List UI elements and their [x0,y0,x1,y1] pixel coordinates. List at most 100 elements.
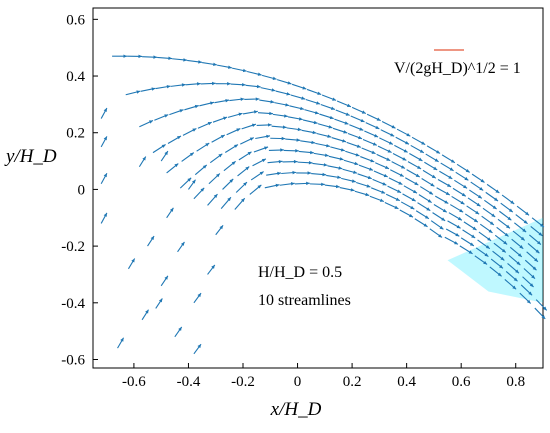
velocity-arrowhead [120,337,124,342]
x-tick-label: 0.8 [506,374,525,390]
velocity-arrowhead [270,100,275,104]
velocity-arrowhead [469,242,474,246]
velocity-arrowhead [183,58,188,62]
velocity-arrowhead [442,208,447,213]
velocity-arrowhead [529,283,534,287]
velocity-arrowhead [413,189,418,194]
velocity-arrowhead [327,134,332,138]
velocity-arrowhead [472,226,477,231]
velocity-arrowhead [292,170,297,175]
velocity-arrowhead [429,191,434,195]
velocity-arrowhead [406,132,411,137]
y-tick-label: 0.2 [66,126,85,142]
velocity-arrowhead [398,181,403,185]
velocity-arrowhead [164,275,168,280]
velocity-arrowhead [290,182,295,186]
velocity-arrowhead [267,123,272,127]
velocity-arrowhead [427,199,432,203]
velocity-arrowhead [504,232,509,237]
velocity-arrowhead [444,200,449,204]
velocity-arrowhead [510,200,515,204]
velocity-arrowhead [501,248,506,253]
velocity-arrowhead [324,153,329,157]
velocity-arrowhead [242,68,247,73]
velocity-arrowhead [471,234,476,238]
velocity-arrowhead [475,210,480,215]
reference-vector: V/(2gH_D)^1/2 = 1 [394,49,521,77]
velocity-arrowhead [257,184,262,189]
velocity-arrowhead [448,175,453,179]
velocity-arrowhead [450,159,455,163]
velocity-arrowhead [166,84,171,89]
velocity-arrowhead [342,139,347,143]
velocity-arrowhead [337,175,341,179]
velocity-arrowhead [194,104,199,109]
velocity-arrowhead [298,117,303,121]
velocity-arrowhead [463,184,468,189]
velocity-arrowhead [181,83,186,87]
velocity-arrowhead [424,215,429,219]
velocity-arrowhead [301,96,306,100]
velocity-arrowhead [542,306,547,311]
velocity-arrowhead [240,97,245,101]
velocity-arrowhead [457,216,462,221]
velocity-arrowhead [280,148,284,152]
velocity-arrowhead [455,233,460,237]
velocity-arrowhead [506,224,510,229]
velocity-arrowhead [216,173,220,178]
velocity-arrowhead [284,114,288,118]
velocity-arrowhead [296,138,301,142]
velocity-arrowhead [491,213,496,217]
velocity-arrowhead [340,148,345,152]
velocity-arrowhead [473,218,478,223]
velocity-arrowhead [103,173,107,178]
velocity-arrowhead [213,62,217,67]
velocity-arrowhead [275,183,280,188]
velocity-arrowhead [177,135,181,140]
velocity-arrowhead [465,168,470,173]
velocity-arrowhead [256,84,261,89]
velocity-arrowhead [249,137,254,141]
velocity-arrowhead [476,202,481,207]
velocity-arrowhead [329,115,334,120]
velocity-arrowhead [441,217,446,221]
velocity-arrowhead [266,134,271,139]
velocity-arrowhead [532,266,537,271]
velocity-arrowhead [397,189,402,193]
velocity-arrowhead [507,216,512,221]
velocity-vectors [100,54,548,355]
velocity-arrowhead [492,205,497,209]
velocity-arrowhead [426,207,431,211]
velocity-arrowhead [312,130,317,135]
velocity-arrowhead [354,161,359,166]
velocity-arrowhead [242,82,246,87]
velocity-arrowhead [508,208,513,213]
velocity-arrowhead [229,178,234,183]
velocity-arrowhead [414,181,419,186]
velocity-arrowhead [538,232,543,236]
velocity-arrowhead [421,141,426,145]
x-tick-label: -0.2 [231,374,255,390]
velocity-arrowhead [257,72,262,76]
velocity-arrowhead [103,136,107,141]
velocity-arrowhead [394,205,399,209]
velocity-arrowhead [187,177,192,182]
velocity-arrowhead [488,229,493,233]
velocity-arrowhead [189,152,194,157]
velocity-arrowhead [345,112,350,116]
velocity-arrowhead [158,298,163,303]
velocity-arrowhead [503,240,508,245]
streamline-count-annotation: 10 streamlines [258,292,351,309]
velocity-arrowhead [531,274,536,279]
velocity-arrowhead [515,269,519,274]
velocity-arrowhead [307,171,312,175]
velocity-arrowhead [375,125,380,129]
velocity-arrowhead [479,186,484,191]
velocity-arrowhead [460,200,465,205]
velocity-arrowhead [405,141,410,145]
velocity-arrowhead [241,198,245,203]
velocity-arrowhead [356,144,361,148]
velocity-arrowhead [286,92,291,96]
velocity-arrowhead [390,133,395,137]
velocity-arrowhead [395,197,400,201]
